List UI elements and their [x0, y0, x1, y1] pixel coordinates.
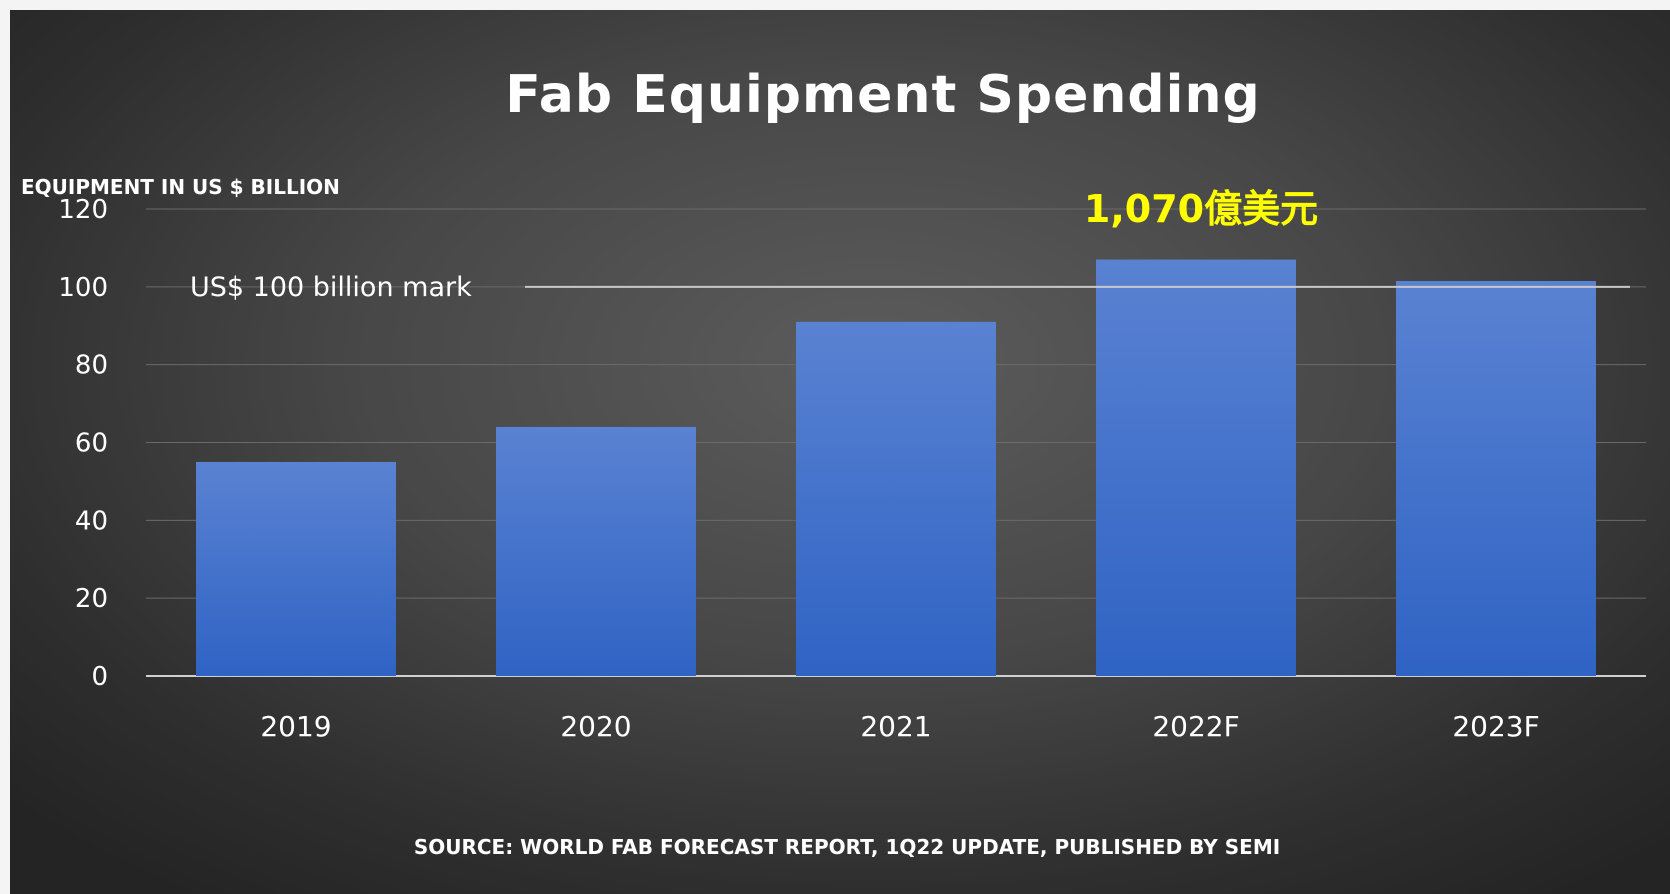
x-tick-label: 2021	[860, 710, 931, 743]
bar-2023F	[1396, 280, 1596, 676]
bar-2022F	[1096, 259, 1296, 676]
chart-frame: Fab Equipment Spending EQUIPMENT IN US $…	[10, 10, 1670, 894]
x-tick-labels: 2019 2020 2021 2022F 2023F	[260, 710, 1539, 743]
y-tick-label: 20	[75, 584, 108, 614]
annotations: 1,070億美元	[1084, 187, 1318, 231]
y-tick-label: 120	[58, 195, 108, 225]
data-label-annotation: 1,070億美元	[1084, 187, 1318, 231]
x-tick-label: 2023F	[1452, 710, 1539, 743]
y-tick-labels: 0 20 40 60 80 100 120	[58, 195, 108, 692]
source-note: SOURCE: WORLD FAB FORECAST REPORT, 1Q22 …	[414, 835, 1280, 859]
chart-canvas: Fab Equipment Spending EQUIPMENT IN US $…	[21, 65, 1646, 859]
x-tick-label: 2019	[260, 710, 331, 743]
y-axis-label: EQUIPMENT IN US $ BILLION	[21, 175, 340, 199]
chart-title: Fab Equipment Spending	[505, 65, 1260, 125]
y-tick-label: 40	[75, 506, 108, 536]
reference-line-group: US$ 100 billion mark	[190, 272, 1630, 303]
x-tick-label: 2020	[560, 710, 631, 743]
reference-line-label: US$ 100 billion mark	[190, 272, 472, 303]
bar-2021	[796, 321, 996, 676]
bars	[196, 259, 1596, 676]
y-tick-label: 80	[75, 351, 108, 381]
x-tick-label: 2022F	[1152, 710, 1239, 743]
y-tick-label: 0	[91, 662, 108, 692]
y-tick-label: 60	[75, 429, 108, 459]
bar-2019	[196, 461, 396, 676]
bar-2020	[496, 426, 696, 676]
y-tick-label: 100	[58, 273, 108, 303]
